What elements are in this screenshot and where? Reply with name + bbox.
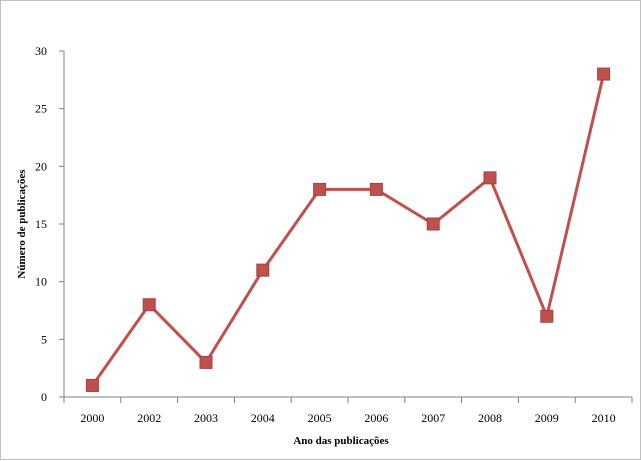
x-tick-label: 2006: [364, 411, 388, 425]
x-tick-label: 2008: [478, 411, 502, 425]
x-axis: 2000 2002 2003 2004 2005 2006 2007 2008 2009 2010: [63, 396, 633, 425]
y-tick-label: 0: [41, 390, 47, 404]
y-tick-label: 25: [35, 102, 47, 116]
x-axis-title: Ano das publicações: [293, 435, 389, 447]
series-line: [91, 73, 606, 387]
y-tick-label: 30: [35, 44, 47, 58]
x-tick-label: 2004: [251, 411, 275, 425]
y-tick-label: 15: [35, 217, 47, 231]
data-point-marker: [369, 182, 383, 196]
data-point-marker: [540, 309, 554, 323]
y-axis-title: Número de publicações: [16, 169, 28, 279]
y-tick-label: 5: [41, 332, 47, 346]
x-tick-label: 2007: [421, 411, 445, 425]
data-point-marker: [199, 355, 213, 369]
x-tick-label: 2003: [194, 411, 218, 425]
x-tick-label: 2010: [592, 411, 616, 425]
x-tick-label: 2000: [80, 411, 104, 425]
data-point-marker: [597, 67, 611, 81]
data-point-marker: [426, 217, 440, 231]
data-point-marker: [142, 298, 156, 312]
y-tick-label: 10: [35, 275, 47, 289]
series: [85, 67, 611, 392]
data-point-marker: [256, 263, 270, 277]
x-tick-label: 2002: [137, 411, 161, 425]
data-point-marker: [483, 171, 497, 185]
x-tick-label: 2009: [535, 411, 559, 425]
y-axis: 0 5 10 15 20 25 30: [35, 44, 65, 404]
x-tick-label: 2005: [308, 411, 332, 425]
data-point-marker: [85, 378, 99, 392]
y-tick-label: 20: [35, 159, 47, 173]
data-point-marker: [313, 182, 327, 196]
